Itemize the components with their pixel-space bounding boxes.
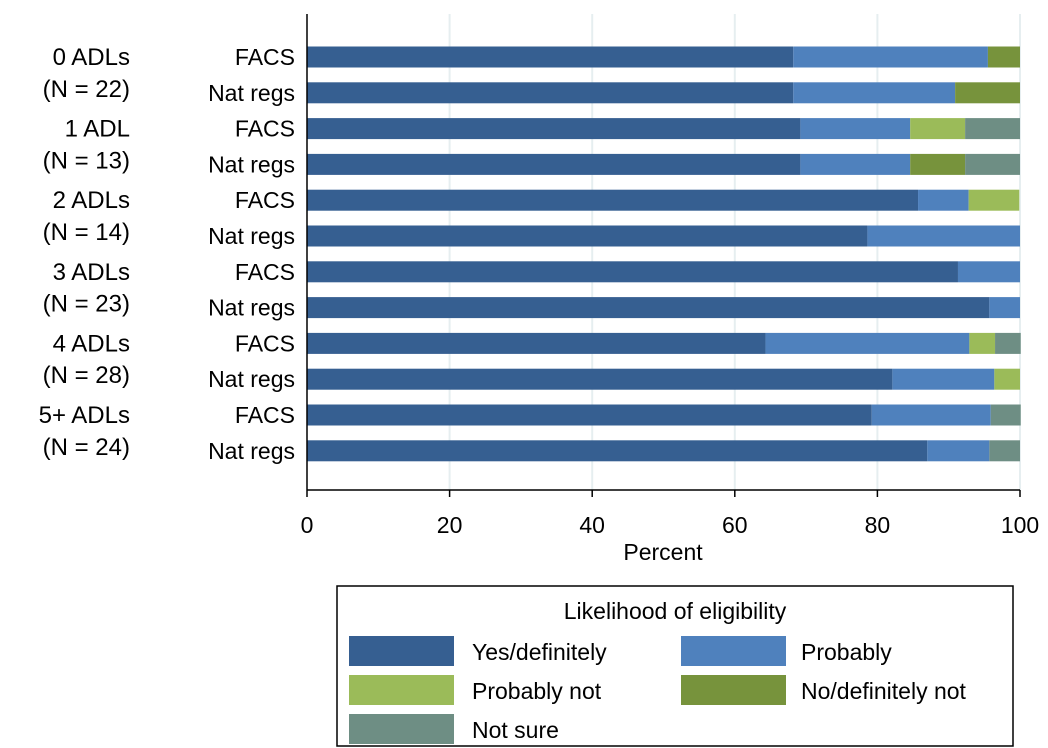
group-n-label: (N = 13) xyxy=(43,147,130,174)
bar-segment-yes-definitely xyxy=(307,225,868,247)
bar-segment-not-sure xyxy=(990,404,1021,426)
bar-segment-not-sure xyxy=(965,153,1020,175)
bar-segment-probably xyxy=(793,82,956,104)
x-axis-title: Percent xyxy=(623,539,703,565)
bar-segment-not-sure xyxy=(995,332,1021,354)
axes: Percent xyxy=(306,14,1020,565)
bar-segment-probably xyxy=(918,189,969,211)
group-label: 1 ADL xyxy=(65,116,130,143)
bar-segment-yes-definitely xyxy=(307,189,919,211)
legend-label: Yes/definitely xyxy=(472,639,607,665)
row-label: FACS xyxy=(235,116,295,142)
row-label: Nat regs xyxy=(208,295,295,321)
group-n-label: (N = 23) xyxy=(43,291,130,318)
bar-segment-yes-definitely xyxy=(307,332,766,354)
legend-label: Probably not xyxy=(472,678,602,704)
row-label: FACS xyxy=(235,259,295,285)
bar-segment-probably xyxy=(927,440,990,462)
group-labels: 0 ADLs (N = 22) 1 ADL (N = 13) 2 ADLs (N = 14… xyxy=(39,44,130,461)
row-label: Nat regs xyxy=(208,438,295,464)
bar-segment-not-sure xyxy=(989,440,1020,462)
group-label: 2 ADLs xyxy=(53,187,130,214)
bar-segment-probably-not xyxy=(969,332,996,354)
bar-segment-probably-not xyxy=(910,118,966,140)
bar-segment-yes-definitely xyxy=(307,297,990,319)
group-label: 0 ADLs xyxy=(53,44,130,71)
x-tick-label: 100 xyxy=(1001,512,1039,538)
group-n-label: (N = 28) xyxy=(43,362,130,389)
legend-title: Likelihood of eligibility xyxy=(564,598,787,624)
bar-segment-probably-not xyxy=(968,189,1020,211)
bar-segment-probably xyxy=(800,153,911,175)
legend-swatch xyxy=(349,714,454,744)
row-label: FACS xyxy=(235,187,295,213)
row-label: FACS xyxy=(235,330,295,356)
row-label: Nat regs xyxy=(208,366,295,392)
bars xyxy=(307,46,1021,462)
group-label: 3 ADLs xyxy=(53,259,130,286)
legend-items: Yes/definitely Probably Probably not No/def… xyxy=(349,636,967,744)
x-tick-label: 40 xyxy=(579,512,605,538)
bar-segment-yes-definitely xyxy=(307,368,893,390)
bar-segment-probably xyxy=(957,261,1020,283)
bar-segment-no-definitely-not xyxy=(955,82,1020,104)
legend: Likelihood of eligibility Yes/definitely… xyxy=(336,585,1014,747)
bar-segment-yes-definitely xyxy=(307,261,958,283)
x-tick-label: 80 xyxy=(865,512,891,538)
group-label: 4 ADLs xyxy=(53,330,130,357)
bar-segment-probably xyxy=(871,404,991,426)
row-label: FACS xyxy=(235,44,295,70)
legend-swatch xyxy=(349,675,454,705)
bar-segment-yes-definitely xyxy=(307,118,801,140)
row-label: Nat regs xyxy=(208,151,295,177)
legend-swatch xyxy=(681,675,786,705)
bar-segment-yes-definitely xyxy=(307,404,872,426)
group-n-label: (N = 14) xyxy=(43,219,130,246)
legend-swatch xyxy=(349,636,454,666)
bar-segment-no-definitely-not xyxy=(910,153,966,175)
x-tick-label: 60 xyxy=(722,512,748,538)
legend-swatch xyxy=(681,636,786,666)
bar-segment-yes-definitely xyxy=(307,82,794,104)
x-tick-labels: 0 20 40 60 80 100 xyxy=(301,490,1039,538)
row-label: Nat regs xyxy=(208,223,295,249)
x-tick-label: 20 xyxy=(437,512,463,538)
bar-segment-no-definitely-not xyxy=(987,46,1020,68)
x-tick-label: 0 xyxy=(301,512,314,538)
bar-segment-probably xyxy=(800,118,911,140)
bar-segment-probably xyxy=(867,225,1020,247)
bar-segment-yes-definitely xyxy=(307,440,928,462)
legend-label: No/definitely not xyxy=(801,678,967,704)
bar-segment-not-sure xyxy=(965,118,1020,140)
bar-segment-probably xyxy=(892,368,995,390)
bar-segment-yes-definitely xyxy=(307,46,794,68)
bar-segment-probably-not xyxy=(994,368,1020,390)
group-n-label: (N = 24) xyxy=(43,434,130,461)
group-n-label: (N = 22) xyxy=(43,76,130,103)
legend-label: Not sure xyxy=(472,717,559,743)
bar-segment-probably xyxy=(793,46,988,68)
row-label: FACS xyxy=(235,402,295,428)
row-labels: FACS Nat regs FACS Nat regs FACS Nat regs FACS… xyxy=(208,44,295,464)
row-label: Nat regs xyxy=(208,80,295,106)
bar-segment-probably xyxy=(765,332,970,354)
bar-segment-probably xyxy=(989,297,1020,319)
bar-segment-yes-definitely xyxy=(307,153,801,175)
legend-label: Probably xyxy=(801,639,892,665)
group-label: 5+ ADLs xyxy=(39,402,130,429)
